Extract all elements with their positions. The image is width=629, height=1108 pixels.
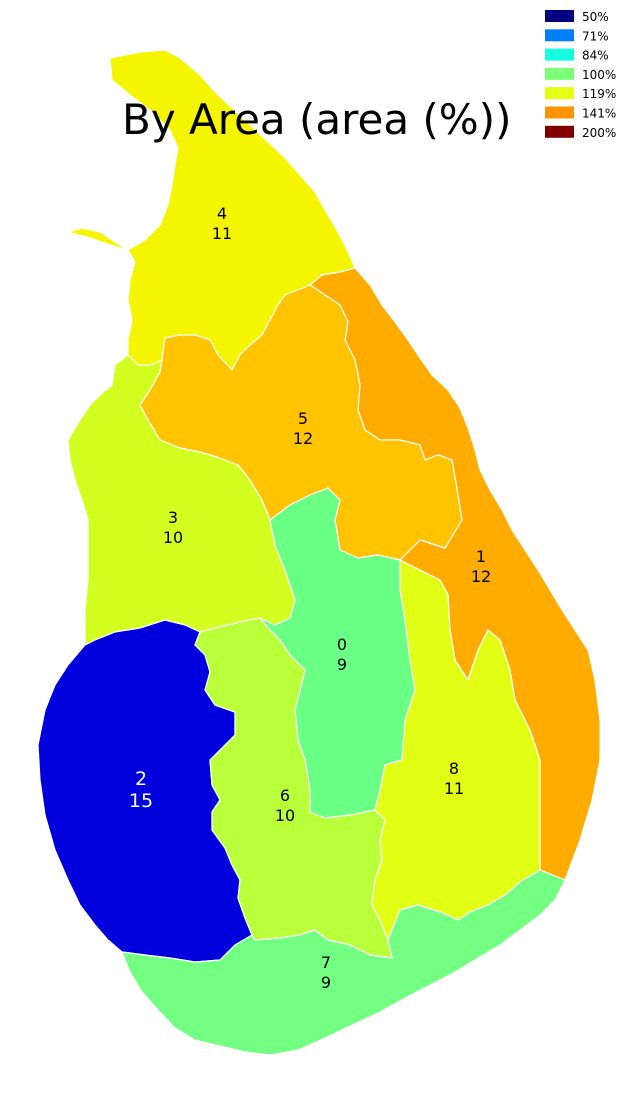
legend-label: 141%	[582, 107, 616, 121]
legend-swatch	[545, 29, 574, 42]
legend-swatch	[545, 67, 574, 80]
region-4-value-label: 11	[212, 224, 232, 243]
region-5-id-label: 5	[298, 409, 308, 428]
map-title: By Area (area (%))	[122, 95, 511, 144]
legend-label: 50%	[582, 10, 609, 24]
region-7	[121, 869, 566, 1056]
legend-label: 71%	[582, 29, 609, 43]
region-0-value-label: 9	[337, 655, 347, 674]
legend-swatch	[545, 87, 574, 100]
region-3-id-label: 3	[168, 508, 178, 527]
legend-label: 100%	[582, 68, 616, 82]
region-7-id-label: 7	[321, 953, 331, 972]
legend-label: 119%	[582, 87, 616, 101]
legend-swatch	[545, 10, 574, 22]
region-0-id-label: 0	[337, 635, 347, 654]
region-1-value-label: 12	[471, 567, 491, 586]
legend-swatch	[545, 106, 574, 119]
region-1-id-label: 1	[476, 547, 486, 566]
region-8-id-label: 8	[449, 759, 459, 778]
region-6-value-label: 10	[275, 806, 295, 825]
region-2-value-label: 15	[129, 790, 153, 812]
legend-label: 84%	[582, 49, 609, 63]
region-5-value-label: 12	[293, 429, 313, 448]
legend: 50% 71% 84% 100% 119% 141% 200%	[545, 10, 616, 140]
region-3-value-label: 10	[163, 528, 183, 547]
region-8-value-label: 11	[444, 779, 464, 798]
region-6-id-label: 6	[280, 786, 290, 805]
region-7-value-label: 9	[321, 973, 331, 992]
region-2-id-label: 2	[135, 768, 147, 790]
legend-label: 200%	[582, 126, 616, 140]
legend-swatch	[545, 48, 574, 61]
legend-swatch	[545, 125, 574, 138]
region-4-id-label: 4	[217, 204, 227, 223]
